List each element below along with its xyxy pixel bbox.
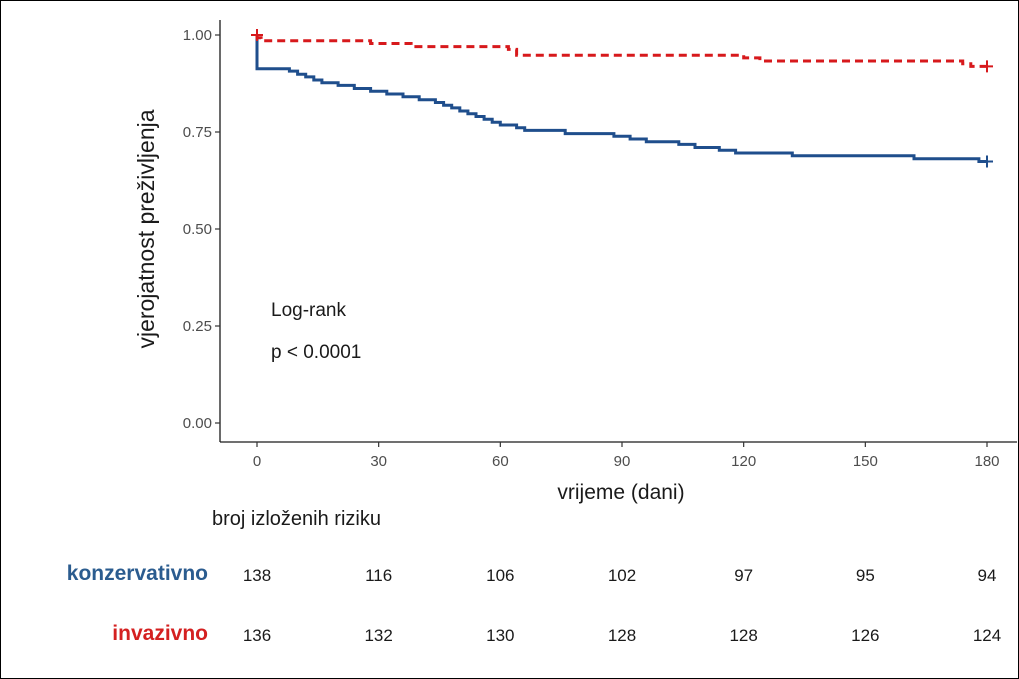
y-axis-label: vjerojatnost preživljenja [133,109,159,348]
y-tick-label: 0.50 [183,221,212,238]
x-tick-label: 90 [614,453,631,470]
x-tick-label: 120 [731,453,756,470]
y-tick-label: 0.25 [183,318,212,335]
curve-invazivno [255,35,987,68]
risk-count-konzervativno: 102 [607,566,637,585]
censor-mark-konzervativno [981,155,993,168]
risk-table-title: broj izloženih riziku [212,508,381,530]
x-tick-label: 150 [853,453,878,470]
risk-count-konzervativno: 106 [486,566,515,585]
y-tick-label: 0.75 [183,124,212,141]
y-tick-label: 1.00 [183,27,212,44]
risk-count-invazivno: 132 [364,626,393,645]
risk-count-invazivno: 136 [242,626,272,645]
risk-count-invazivno: 126 [851,626,880,645]
group-label-invazivno: invazivno [112,622,208,645]
censor-mark-invazivno [981,60,993,73]
risk-count-invazivno: 128 [607,626,637,645]
x-tick-label: 30 [370,453,387,470]
axes: 0 30 60 90 120 150 180 0.00 0.25 0.50 0.75 1.00 [183,20,1017,470]
censor-mark-invazivno [251,29,263,41]
risk-count-invazivno: 130 [486,626,515,645]
risk-count-konzervativno: 138 [242,566,272,585]
y-tick-label: 0.00 [183,415,212,432]
risk-count-konzervativno: 94 [977,566,997,585]
survival-curves [255,35,987,163]
x-tick-label: 0 [253,453,261,470]
risk-count-invazivno: 124 [972,626,1002,645]
x-axis-label: vrijeme (dani) [557,481,684,504]
risk-count-konzervativno: 97 [734,566,754,585]
risk-count-invazivno: 128 [729,626,758,645]
group-label-konzervativno: konzervativno [66,562,208,585]
risk-count-konzervativno: 116 [365,566,393,585]
annotation-p-value: p < 0.0001 [271,342,361,363]
annotation-log-rank: Log-rank [271,300,346,321]
x-tick-label: 180 [974,453,999,470]
x-tick-label: 60 [492,453,509,470]
censor-marks [251,29,993,168]
curve-konzervativno [255,35,987,163]
risk-count-konzervativno: 95 [855,566,875,585]
